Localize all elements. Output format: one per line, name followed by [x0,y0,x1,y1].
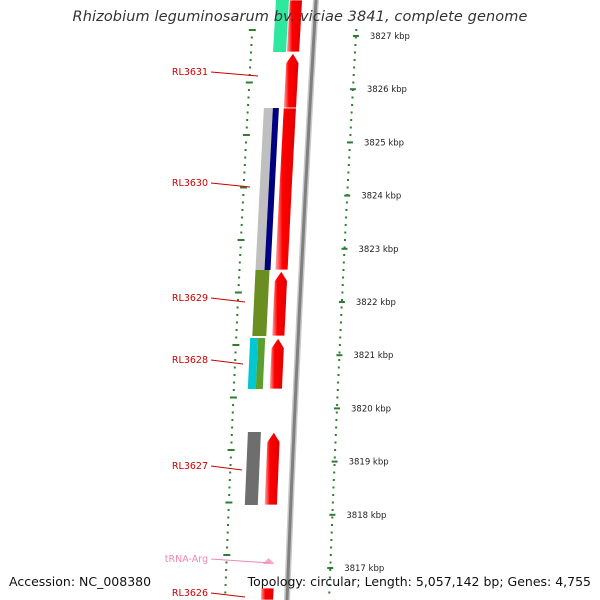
cds-arrow [286,0,303,53]
cog-block-olive [252,270,270,336]
gene-label: tRNA-Arg [165,554,208,565]
topology-text: Topology: circular; Length: 5,057,142 bp… [247,574,591,589]
cds-arrow [268,337,285,390]
cog-block-green [255,338,266,389]
cog-block-gray [244,432,261,505]
gene-label: RL3630 [172,178,208,189]
scale-tick-label: 3818 kbp [346,511,386,521]
gene-label-leader [210,465,243,471]
backbone-line [285,0,318,600]
scale-tick-label: 3825 kbp [364,138,404,148]
map-title: Rhizobium leguminosarum bv. viciae 3841,… [72,9,528,25]
gene-label-leader [210,592,246,598]
cds-arrow [282,52,300,109]
cds-arrow [260,587,275,600]
cog-block-mint [273,0,289,52]
scale-tick-label: 3821 kbp [353,351,393,361]
scale-tick-label: 3819 kbp [349,458,389,468]
gene-label: RL3631 [172,67,208,78]
cds-arrow [271,270,288,337]
gene-label: RL3627 [172,461,208,472]
cds-arrow [274,107,297,271]
outer-tick-ring [328,29,358,594]
scale-tick-label: 3820 kbp [351,404,391,414]
cds-arrow [263,431,281,506]
gene-label: RL3628 [172,355,208,366]
cog-block-lightgray [255,108,273,270]
scale-tick-label: 3817 kbp [344,564,384,574]
inner-tick-ring [223,29,256,594]
accession-text: Accession: NC_008380 [9,574,152,589]
scale-tick-label: 3822 kbp [356,298,396,308]
gene-label: RL3626 [172,588,208,599]
scale-tick-label: 3824 kbp [361,192,401,202]
gene-label-leader [210,182,251,188]
gene-label-leader [210,558,271,564]
gene-label: RL3629 [172,293,208,304]
scale-tick-label: 3826 kbp [367,85,407,95]
scale-tick-label: 3823 kbp [359,245,399,255]
gene-label-leader [210,71,259,77]
scale-tick-label: 3827 kbp [370,32,410,42]
cog-block-navy [264,108,279,270]
gene-label-leader [210,359,244,365]
cog-block-cyan [247,338,259,389]
gene-label-leader [210,297,246,303]
